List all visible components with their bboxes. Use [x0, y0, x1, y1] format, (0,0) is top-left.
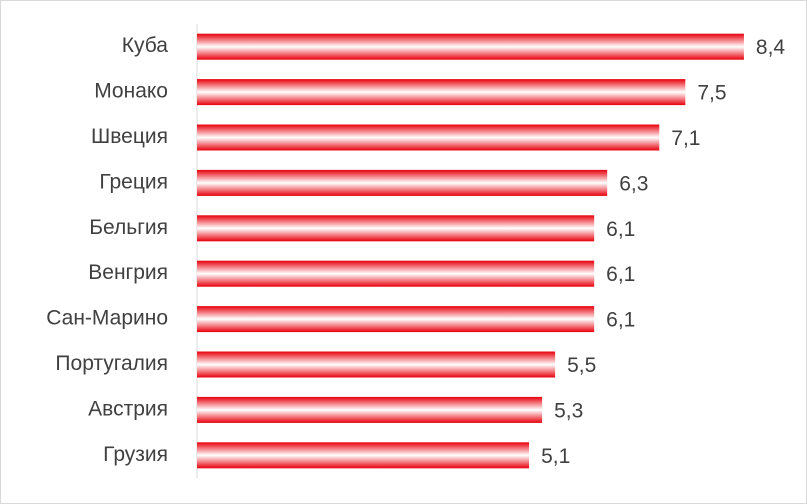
category-label: Австрия	[88, 397, 168, 420]
bar	[197, 396, 543, 423]
bar	[197, 215, 595, 242]
category-label: Грузия	[103, 443, 168, 466]
category-label: Португалия	[55, 352, 168, 375]
category-label: Монако	[94, 80, 168, 103]
bar	[197, 169, 608, 196]
value-label: 6,3	[619, 172, 648, 195]
category-label: Куба	[122, 34, 169, 57]
category-label: Сан-Марино	[46, 307, 168, 330]
bar	[197, 79, 686, 106]
bar	[197, 260, 595, 287]
bar	[197, 442, 530, 469]
value-label: 6,1	[606, 309, 635, 332]
value-label: 5,5	[567, 354, 596, 377]
bar	[197, 33, 744, 60]
value-label: 8,4	[756, 36, 786, 59]
bar	[197, 351, 556, 378]
category-label: Бельгия	[89, 216, 168, 239]
value-label: 7,1	[671, 127, 700, 150]
bar	[197, 124, 660, 151]
value-label: 5,3	[554, 399, 583, 422]
value-label: 5,1	[541, 445, 570, 468]
bar	[197, 306, 595, 333]
category-label: Греция	[99, 170, 168, 193]
value-label: 6,1	[606, 263, 635, 286]
value-label: 7,5	[697, 82, 726, 105]
value-label: 6,1	[606, 218, 635, 241]
category-label: Швеция	[91, 125, 168, 148]
category-label: Венгрия	[88, 261, 168, 284]
